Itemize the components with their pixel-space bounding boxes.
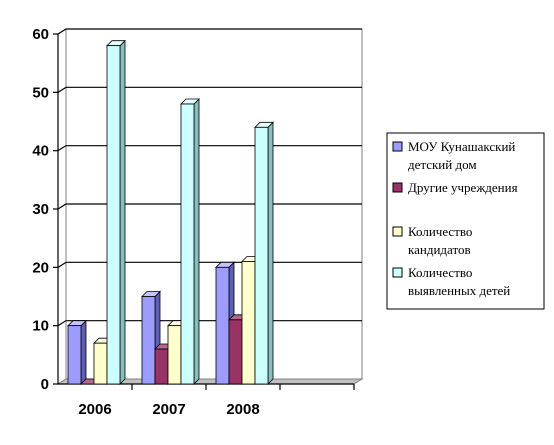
legend-label: выявленных детей bbox=[408, 283, 510, 298]
x-category-labels: 2006 2007 2008 bbox=[78, 401, 259, 418]
legend-label: Количество bbox=[408, 265, 472, 280]
y-tick-labels: 0 10 20 30 40 50 60 bbox=[32, 26, 58, 393]
legend-swatch bbox=[392, 226, 403, 237]
bar bbox=[254, 121, 274, 385]
y-tick-label: 0 bbox=[41, 376, 49, 393]
bar-front bbox=[167, 325, 182, 385]
x-category-label: 2008 bbox=[226, 401, 259, 418]
legend-label: Количество bbox=[408, 224, 472, 239]
bar-front bbox=[228, 319, 243, 385]
bar-side bbox=[80, 319, 87, 385]
bar-front bbox=[93, 342, 108, 385]
legend-box bbox=[386, 132, 545, 310]
legend-swatch bbox=[392, 267, 403, 278]
plot-walls bbox=[56, 28, 364, 385]
y-tick-label: 20 bbox=[32, 259, 49, 276]
bar-front bbox=[254, 126, 269, 385]
bar-side bbox=[193, 98, 200, 385]
bar-front bbox=[154, 348, 169, 385]
bar bbox=[67, 319, 87, 385]
bar-front bbox=[180, 103, 195, 385]
gridline bbox=[57, 28, 362, 35]
legend-label: детский дом bbox=[408, 157, 477, 172]
legend-label: МОУ Кунашакский bbox=[408, 139, 515, 154]
y-tick-label: 50 bbox=[32, 84, 49, 101]
legend: МОУ Кунашакский детский дом Другие учрежде… bbox=[386, 132, 545, 310]
bar-front bbox=[241, 261, 256, 385]
gridline bbox=[57, 86, 362, 93]
bar-front bbox=[141, 296, 156, 385]
legend-swatch bbox=[392, 141, 403, 152]
bar-front bbox=[215, 266, 230, 385]
x-category-label: 2007 bbox=[152, 401, 185, 418]
bar-side bbox=[267, 121, 274, 385]
bar-front bbox=[67, 325, 82, 385]
bar bbox=[180, 98, 200, 385]
bar-front bbox=[106, 45, 121, 385]
legend-label: Другие учреждения bbox=[408, 180, 518, 195]
y-tick-label: 10 bbox=[32, 318, 49, 335]
y-tick-label: 40 bbox=[32, 143, 49, 160]
bars bbox=[67, 39, 274, 385]
legend-swatch bbox=[392, 182, 403, 193]
y-tick-label: 60 bbox=[32, 26, 49, 43]
bar bbox=[106, 39, 126, 385]
legend-label: кандидатов bbox=[408, 242, 471, 257]
bar bbox=[141, 290, 161, 385]
x-category-label: 2006 bbox=[78, 401, 111, 418]
y-tick-label: 30 bbox=[32, 201, 49, 218]
bar-side bbox=[119, 39, 126, 385]
